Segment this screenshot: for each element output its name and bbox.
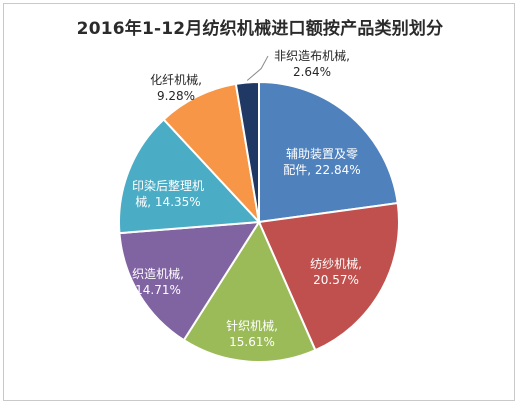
slice-label-0: 辅助装置及零配件, 22.84% bbox=[283, 147, 360, 177]
pie-slice-6 bbox=[234, 80, 260, 223]
slice-label-1: 纺纱机械, 20.57% bbox=[310, 256, 362, 287]
pie-slice-1 bbox=[257, 201, 400, 352]
slice-label-3: 织造机械, 14.71% bbox=[132, 266, 184, 297]
leader-line-6 bbox=[246, 55, 269, 81]
pie-slice-4 bbox=[118, 118, 262, 235]
pie-slice-0 bbox=[258, 80, 399, 224]
slice-label-6: 非织造布机械, 2.64% bbox=[274, 48, 350, 79]
slice-label-5: 化纤机械, 9.28% bbox=[150, 72, 202, 103]
pie-slice-2 bbox=[182, 219, 317, 363]
pie-slice-3 bbox=[118, 220, 261, 342]
pie-slice-5 bbox=[162, 82, 261, 226]
slice-label-2: 针织机械, 15.61% bbox=[226, 318, 278, 349]
chart-title: 2016年1-12月纺织机械进口额按产品类别划分 bbox=[76, 19, 444, 39]
slice-label-4: 印染后整理机械, 14.35% bbox=[132, 178, 204, 209]
